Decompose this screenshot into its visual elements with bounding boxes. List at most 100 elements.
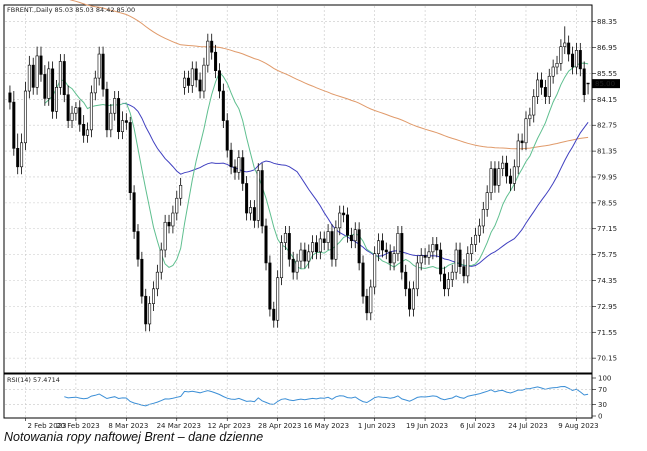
candle-body	[481, 209, 485, 227]
candle-body	[8, 92, 12, 103]
candle	[132, 185, 136, 239]
candle-body	[82, 124, 86, 136]
candle-body	[16, 148, 20, 168]
candle	[23, 81, 27, 151]
candle-body	[345, 214, 350, 236]
candle-body	[415, 262, 419, 290]
candle	[450, 264, 454, 287]
candle	[62, 54, 66, 103]
candle	[303, 242, 307, 269]
grid	[5, 6, 591, 417]
candle	[318, 231, 322, 260]
candle-body	[318, 238, 322, 253]
candle-body	[27, 64, 31, 92]
candle-body	[539, 79, 544, 88]
candle-body	[86, 129, 90, 136]
candle	[39, 46, 43, 82]
candle-body	[314, 242, 318, 253]
candle	[314, 235, 318, 260]
candle-body	[148, 303, 152, 325]
candle	[43, 65, 47, 106]
candle	[248, 200, 253, 221]
candle-body	[508, 175, 512, 184]
candle-body	[307, 251, 311, 262]
candle	[78, 100, 82, 132]
candle-body	[43, 74, 47, 99]
candle-body	[31, 64, 35, 88]
candle-body	[411, 288, 415, 310]
candle-body	[536, 79, 540, 97]
candle	[431, 237, 435, 260]
candle-body	[559, 46, 563, 64]
candle-body	[501, 162, 505, 169]
candle-body	[113, 98, 117, 114]
candle-body	[260, 170, 264, 227]
candle-body	[431, 244, 435, 253]
candle-body	[283, 233, 287, 243]
candle-body	[516, 140, 520, 168]
x-tick-label: 1 Jun 2023	[358, 422, 396, 430]
candle-body	[74, 107, 78, 114]
candle	[571, 46, 575, 75]
candle	[567, 35, 571, 62]
candle	[404, 264, 408, 297]
candle	[489, 161, 493, 201]
candle-body	[35, 55, 39, 88]
candle	[221, 83, 225, 128]
candle	[551, 59, 555, 84]
candle-body	[97, 53, 101, 79]
candle	[31, 57, 35, 95]
candle-body	[105, 88, 109, 131]
candle	[256, 163, 260, 228]
candle-body	[136, 231, 140, 260]
candle	[392, 246, 396, 271]
candle-body	[384, 249, 388, 253]
candle-body	[563, 42, 567, 47]
x-tick-label: 28 Apr 2023	[258, 422, 301, 430]
candle	[117, 91, 121, 140]
candles	[8, 26, 590, 332]
price-axis: 88.35 86.95 85.55 84.15 82.75 81.35 79.95 78.55…	[592, 18, 617, 363]
candle	[151, 281, 156, 311]
candle-body	[342, 212, 346, 216]
candle-body	[58, 61, 62, 88]
candle-body	[493, 168, 497, 186]
candle-body	[567, 42, 571, 55]
candle	[144, 288, 148, 332]
candle	[516, 133, 520, 175]
candle-body	[202, 64, 206, 92]
candle-body	[128, 122, 132, 193]
candle-body	[427, 251, 431, 258]
candle	[105, 81, 109, 138]
rsi-line	[64, 385, 589, 407]
candle-body	[582, 68, 586, 96]
candle-body	[361, 262, 365, 297]
y-tick-label: 78.55	[597, 199, 617, 207]
candle-body	[396, 233, 400, 254]
y-tick-label: 70.15	[597, 355, 617, 363]
candle	[74, 102, 78, 121]
candle-body	[140, 258, 144, 297]
candle	[493, 161, 497, 193]
candle-body	[245, 183, 249, 214]
candle-body	[179, 185, 183, 199]
candle	[260, 163, 264, 234]
candle	[66, 85, 70, 128]
candle-body	[311, 242, 315, 253]
candle	[252, 200, 256, 228]
candle	[287, 225, 291, 267]
y-tick-label: 82.75	[597, 122, 617, 130]
candle	[547, 68, 551, 104]
candle	[233, 159, 237, 180]
y-tick-label: 88.35	[597, 18, 617, 26]
candle-body	[489, 168, 493, 193]
candle	[377, 233, 381, 262]
candle	[268, 255, 272, 317]
candle-body	[330, 231, 334, 260]
candle	[458, 242, 462, 275]
candle	[334, 220, 338, 267]
candle	[369, 279, 373, 321]
candle-body	[117, 98, 121, 132]
y-tick-label: 71.55	[597, 329, 617, 337]
